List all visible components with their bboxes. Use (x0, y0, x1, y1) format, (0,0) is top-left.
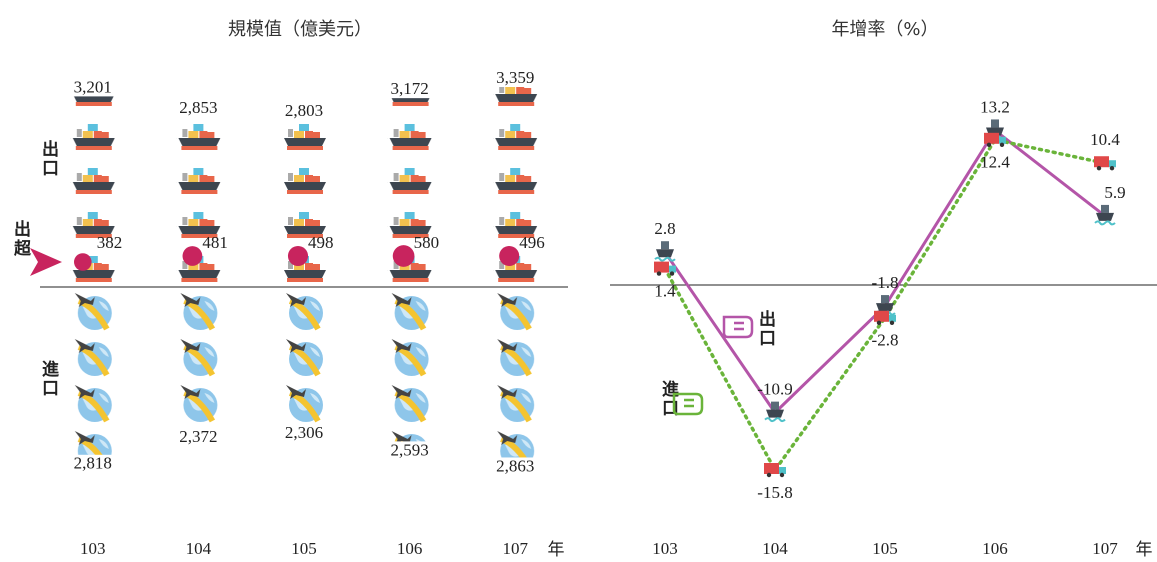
truck-cab (1109, 160, 1116, 168)
surplus-dot (74, 253, 92, 271)
wheel (669, 271, 675, 276)
ship-cabin (661, 241, 669, 250)
ship-marker (654, 241, 676, 262)
ship-marker (1094, 204, 1116, 226)
x-unit: 年 (1136, 540, 1153, 560)
truck-cab (889, 314, 896, 322)
truck-box (984, 132, 999, 144)
ship-cabin (771, 401, 779, 410)
x-tick-label: 106 (982, 539, 1008, 558)
ship-hull (1096, 212, 1114, 221)
truck-cab (999, 136, 1006, 144)
truck-box (764, 463, 779, 474)
import-pictogram (282, 287, 326, 425)
truck-box (654, 261, 669, 273)
ship-hull (766, 409, 784, 418)
wheel (999, 142, 1005, 148)
wave (764, 417, 786, 423)
value-label: 498 (308, 233, 334, 252)
x-tick-label: 106 (397, 539, 423, 558)
x-tick-label: 105 (291, 539, 317, 558)
value-label: 481 (202, 233, 228, 252)
truck-marker (1094, 156, 1116, 171)
wheel (656, 271, 662, 276)
value-label: -10.9 (757, 380, 792, 399)
value-label: 382 (97, 233, 123, 252)
value-label: 13.2 (980, 97, 1010, 116)
series-label: 出超 (10, 219, 31, 258)
surplus-dot (499, 245, 520, 267)
value-label: 1.4 (654, 282, 676, 301)
import-pictogram (70, 287, 115, 455)
value-label: 2,818 (74, 454, 112, 473)
legend-hand (672, 392, 704, 416)
x-tick-label: 104 (186, 539, 212, 558)
truck-marker (764, 463, 786, 478)
ship-cabin (991, 119, 999, 128)
value-label: 2,372 (179, 427, 217, 446)
value-label: 580 (414, 233, 440, 252)
truck-cab (779, 467, 786, 474)
wheel (876, 320, 882, 325)
import-pictogram (493, 287, 538, 458)
legend-label: 出口 (755, 309, 775, 348)
wave (1094, 220, 1116, 226)
value-label: 3,172 (390, 79, 428, 98)
truck-box (1094, 156, 1109, 168)
legend-hand (722, 315, 754, 339)
series-label: 出口 (38, 139, 58, 178)
surplus-dot (287, 245, 309, 267)
series-line (663, 137, 1107, 474)
wheel (1096, 166, 1102, 171)
import-pictogram (387, 287, 432, 442)
value-label: 3,201 (74, 77, 112, 96)
x-tick-label: 103 (80, 539, 106, 558)
value-label: 496 (519, 233, 545, 252)
surplus-arrow (30, 248, 62, 276)
value-label: 2,853 (179, 98, 217, 117)
wave (654, 256, 676, 262)
ship-cabin (881, 295, 889, 304)
truck-box (874, 310, 889, 322)
x-tick-label: 107 (1092, 539, 1118, 558)
ship-cabin (1101, 204, 1109, 213)
ship-marker (764, 401, 786, 423)
x-tick-label: 105 (872, 539, 898, 558)
surplus-dot (392, 245, 415, 267)
value-label: 2,306 (285, 423, 323, 442)
import-pictogram (176, 287, 221, 429)
value-label: 5.9 (1104, 183, 1125, 202)
ship-hull (876, 303, 894, 312)
series-label: 進口 (38, 360, 59, 398)
value-label: 2,593 (390, 440, 428, 459)
x-tick-label: 104 (762, 539, 788, 558)
value-label: 10.4 (1090, 130, 1120, 149)
wheel (1109, 166, 1115, 171)
wheel (889, 320, 895, 325)
x-unit: 年 (548, 540, 565, 560)
value-label: -1.8 (872, 273, 899, 292)
left-title: 規模值（億美元） (228, 19, 372, 40)
truck-cab (669, 265, 676, 273)
wheel (986, 142, 992, 148)
truck-marker (984, 132, 1006, 148)
value-label: 2,863 (496, 456, 534, 475)
ship-hull (656, 249, 674, 258)
wheel (779, 472, 785, 478)
wheel (766, 472, 772, 478)
surplus-dot (182, 246, 203, 266)
value-label: 2.8 (654, 219, 675, 238)
right-title: 年增率（%） (831, 19, 938, 40)
value-label: 2,803 (285, 101, 323, 120)
x-tick-label: 107 (502, 539, 528, 558)
value-label: 12.4 (980, 153, 1010, 172)
series-line (663, 128, 1107, 415)
truck-marker (874, 310, 896, 325)
x-tick-label: 103 (652, 539, 678, 558)
truck-marker (654, 261, 676, 276)
value-label: -2.8 (872, 331, 899, 350)
value-label: 3,359 (496, 68, 534, 87)
value-label: -15.8 (757, 483, 792, 502)
